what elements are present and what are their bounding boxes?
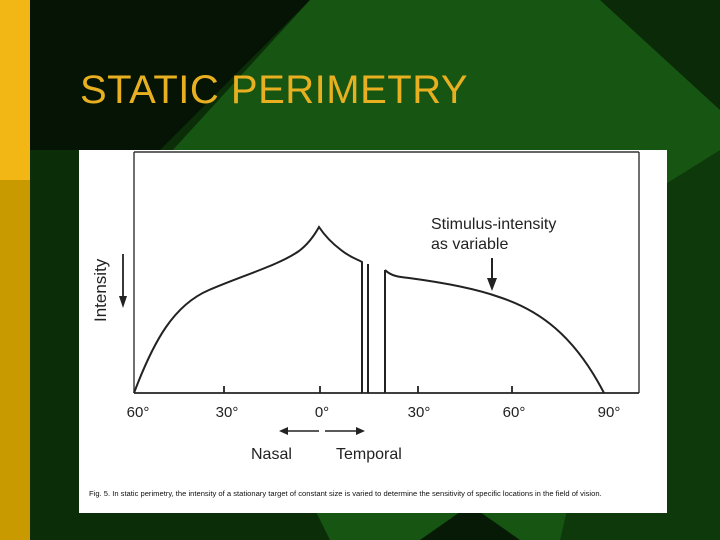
temporal-label: Temporal [336,446,402,463]
figure-caption: Fig. 5. In static perimetry, the intensi… [89,489,602,498]
x-tick-label: 60° [503,404,526,421]
perimetry-diagram: Intensity 60° 30° 0° 30° 60° 90° Nasal T… [91,151,640,463]
nasal-label: Nasal [251,446,292,463]
nasal-arrow-head [279,427,288,435]
slide-title: STATIC PERIMETRY [80,68,469,112]
annotation-line-1: Stimulus-intensity [431,216,556,233]
left-accent-band-lower [0,180,30,540]
x-tick-label: 90° [598,404,621,421]
x-tick-label: 30° [216,404,239,421]
nasal-sensitivity-curve [133,225,363,394]
y-axis-arrow-head [119,296,127,308]
left-accent-band [0,0,30,180]
y-axis-label: Intensity [91,258,110,322]
x-tick-label: 60° [127,404,150,421]
temporal-sensitivity-curve [384,269,605,394]
temporal-arrow-head [356,427,365,435]
x-tick-label: 30° [408,404,431,421]
perimetry-figure: Intensity 60° 30° 0° 30° 60° 90° Nasal T… [79,150,667,513]
x-tick-label: 0° [315,404,329,421]
annotation-arrow-head [487,278,497,291]
annotation-line-2: as variable [431,236,508,253]
